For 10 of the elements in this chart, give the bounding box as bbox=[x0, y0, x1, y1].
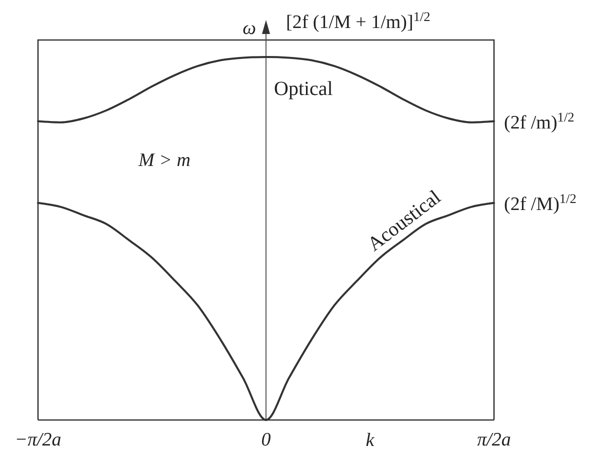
y-axis-title: ω bbox=[242, 18, 256, 39]
annotation: (2f /m)$^{1/2}$ bbox=[504, 108, 574, 134]
x-tick-label: π/2a bbox=[477, 429, 511, 450]
series-label: Optical bbox=[274, 78, 334, 100]
x-tick-label: 0 bbox=[261, 429, 272, 450]
annotation: [2f (1/M + 1/m)]$^{1/2}$ bbox=[286, 8, 430, 33]
x-tick-label: −π/2a bbox=[14, 429, 62, 450]
annotation: (2f /M)$^{1/2}$ bbox=[504, 190, 576, 215]
annotation: M > m bbox=[138, 150, 190, 171]
x-axis-title: k bbox=[366, 430, 375, 451]
